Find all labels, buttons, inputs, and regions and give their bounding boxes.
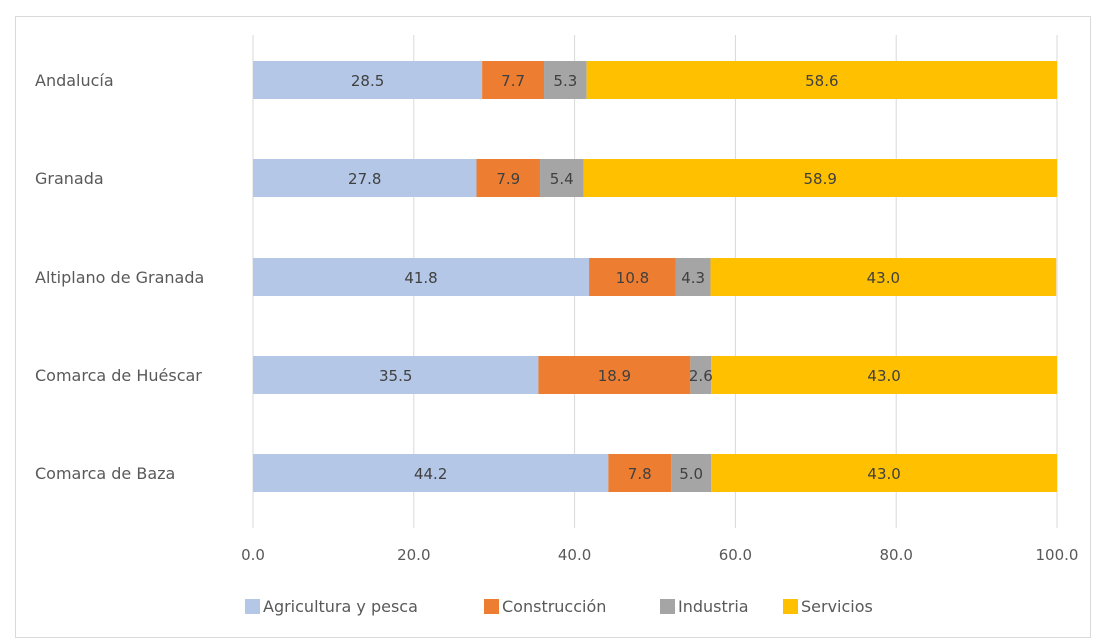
bar-segment[interactable] bbox=[253, 61, 483, 99]
data-labels: 28.5 7.7 5.3 58.6 27.8 7.9 5.4 58.9 41.8 10.8 4.3 4… bbox=[348, 72, 901, 483]
data-label: 28.5 bbox=[351, 72, 384, 90]
bar-segment[interactable] bbox=[589, 258, 676, 296]
bar-segment[interactable] bbox=[544, 61, 587, 99]
bar-segment[interactable] bbox=[583, 159, 1057, 197]
data-label: 58.6 bbox=[805, 72, 838, 90]
bar-segment[interactable] bbox=[253, 258, 590, 296]
data-label: 43.0 bbox=[867, 269, 900, 287]
x-tick-label: 100.0 bbox=[1036, 546, 1079, 564]
x-tick-label: 0.0 bbox=[241, 546, 265, 564]
bar-segment[interactable] bbox=[586, 61, 1057, 99]
data-label: 7.8 bbox=[628, 465, 652, 483]
data-label: 27.8 bbox=[348, 170, 381, 188]
data-label: 58.9 bbox=[804, 170, 837, 188]
data-label: 5.4 bbox=[550, 170, 574, 188]
data-label: 2.6 bbox=[689, 367, 713, 385]
category-label: Andalucía bbox=[35, 71, 114, 90]
data-label: 4.3 bbox=[681, 269, 705, 287]
bar-segment[interactable] bbox=[538, 356, 691, 394]
data-label: 43.0 bbox=[867, 367, 900, 385]
x-tick-label: 40.0 bbox=[558, 546, 591, 564]
data-label: 44.2 bbox=[414, 465, 447, 483]
data-label: 43.0 bbox=[867, 465, 900, 483]
data-label: 5.3 bbox=[553, 72, 577, 90]
bar-segment[interactable] bbox=[675, 258, 711, 296]
category-label: Comarca de Baza bbox=[35, 464, 175, 483]
bar-segment[interactable] bbox=[253, 454, 609, 492]
legend-item[interactable]: Construcción bbox=[484, 597, 606, 616]
legend-swatch bbox=[660, 599, 675, 614]
data-label: 18.9 bbox=[598, 367, 631, 385]
bar-segment[interactable] bbox=[711, 356, 1057, 394]
x-tick-label: 20.0 bbox=[397, 546, 430, 564]
legend[interactable]: Agricultura y pesca Construcción Industria… bbox=[245, 597, 873, 616]
data-label: 7.9 bbox=[496, 170, 520, 188]
legend-swatch bbox=[484, 599, 499, 614]
category-axis: Andalucía Granada Altiplano de Granada Coma… bbox=[35, 71, 204, 483]
legend-label: Servicios bbox=[801, 597, 873, 616]
bar-segment[interactable] bbox=[253, 356, 539, 394]
data-label: 5.0 bbox=[679, 465, 703, 483]
category-label: Granada bbox=[35, 169, 104, 188]
bar-segment[interactable] bbox=[482, 61, 545, 99]
bar-segment[interactable] bbox=[710, 258, 1057, 296]
bars bbox=[253, 61, 1057, 492]
bar-segment[interactable] bbox=[671, 454, 712, 492]
x-tick-label: 60.0 bbox=[719, 546, 752, 564]
legend-label: Construcción bbox=[502, 597, 606, 616]
chart-frame bbox=[15, 16, 1091, 638]
data-label: 35.5 bbox=[379, 367, 412, 385]
legend-item[interactable]: Servicios bbox=[783, 597, 873, 616]
data-label: 10.8 bbox=[616, 269, 649, 287]
category-label: Altiplano de Granada bbox=[35, 268, 204, 287]
legend-label: Industria bbox=[678, 597, 749, 616]
legend-swatch bbox=[245, 599, 260, 614]
x-tick-label: 80.0 bbox=[879, 546, 912, 564]
bar-segment[interactable] bbox=[476, 159, 541, 197]
legend-item[interactable]: Agricultura y pesca bbox=[245, 597, 418, 616]
category-label: Comarca de Huéscar bbox=[35, 366, 202, 385]
bar-segment[interactable] bbox=[690, 356, 712, 394]
value-axis: 0.0 20.0 40.0 60.0 80.0 100.0 bbox=[241, 546, 1078, 564]
bar-segment[interactable] bbox=[711, 454, 1057, 492]
data-label: 41.8 bbox=[404, 269, 437, 287]
legend-label: Agricultura y pesca bbox=[263, 597, 418, 616]
bar-segment[interactable] bbox=[253, 159, 477, 197]
legend-swatch bbox=[783, 599, 798, 614]
bar-segment[interactable] bbox=[540, 159, 584, 197]
data-label: 7.7 bbox=[501, 72, 525, 90]
bar-segment[interactable] bbox=[608, 454, 672, 492]
legend-item[interactable]: Industria bbox=[660, 597, 749, 616]
